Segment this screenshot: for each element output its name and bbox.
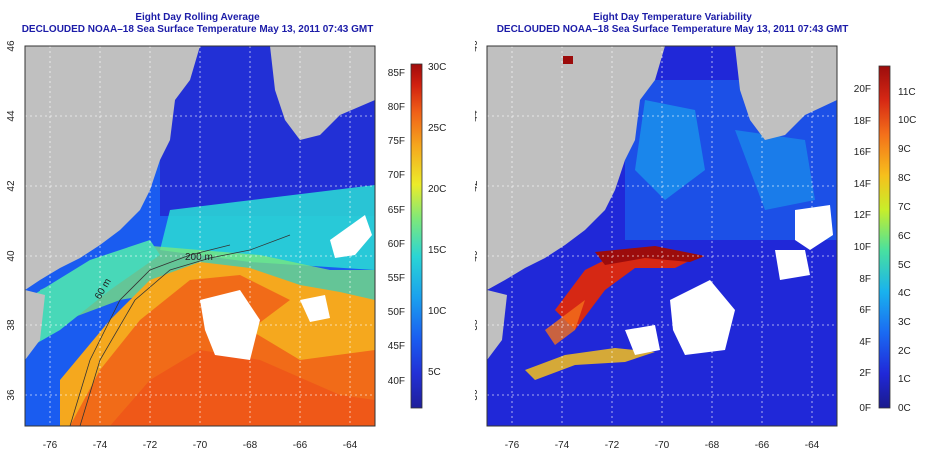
left-subtitle: DECLOUDED NOAA–18 Sea Surface Temperatur… bbox=[21, 24, 374, 35]
lon-tick: -72 bbox=[143, 440, 158, 451]
lat-tick: 44 bbox=[6, 110, 17, 122]
cbar-c: 25C bbox=[428, 123, 446, 134]
cbar-c: 10C bbox=[428, 306, 446, 317]
colorbar-fahrenheit-labels: 85F 80F 75F 70F 65F 60F 55F 50F 45F 40F bbox=[388, 68, 405, 387]
lon-tick: -76 bbox=[43, 440, 58, 451]
lat-tick: 42 bbox=[475, 180, 480, 192]
cbar-f: 14F bbox=[854, 179, 871, 190]
cbar-f: 80F bbox=[388, 102, 405, 113]
cbar-f: 50F bbox=[388, 307, 405, 318]
lon-tick: -70 bbox=[655, 440, 670, 451]
cbar-f: 18F bbox=[854, 116, 871, 127]
cbar-c: 30C bbox=[428, 62, 446, 73]
lon-tick: -68 bbox=[243, 440, 258, 451]
cbar-f: 55F bbox=[388, 273, 405, 284]
lon-tick: -64 bbox=[805, 440, 820, 451]
colorbar-celsius-labels: 11C 10C 9C 8C 7C 6C 5C 4C 3C 2C 1C 0C bbox=[898, 87, 916, 414]
sst-average-panel: Eight Day Rolling Average DECLOUDED NOAA… bbox=[6, 12, 446, 451]
lon-tick: -66 bbox=[293, 440, 308, 451]
colorbar bbox=[410, 63, 423, 409]
cbar-c: 7C bbox=[898, 202, 911, 213]
cbar-c: 5C bbox=[428, 367, 441, 378]
land-mass bbox=[487, 46, 665, 290]
cbar-c: 2C bbox=[898, 346, 911, 357]
grid-lines bbox=[25, 46, 375, 426]
contour-60m bbox=[69, 244, 231, 426]
variability-field bbox=[487, 46, 837, 426]
cbar-f: 16F bbox=[854, 147, 871, 158]
cbar-c: 10C bbox=[898, 115, 916, 126]
lat-tick: 46 bbox=[475, 40, 480, 52]
lon-tick: -74 bbox=[93, 440, 108, 451]
lat-tick: 40 bbox=[475, 250, 480, 262]
lat-tick: 38 bbox=[6, 319, 17, 331]
cbar-c: 20C bbox=[428, 184, 446, 195]
lat-tick: 46 bbox=[6, 40, 17, 52]
lat-tick: 38 bbox=[475, 319, 480, 331]
cbar-c: 0C bbox=[898, 403, 911, 414]
cbar-f: 6F bbox=[859, 305, 871, 316]
colorbar-celsius-labels: 30C 25C 20C 15C 10C 5C bbox=[428, 62, 446, 378]
cbar-c: 15C bbox=[428, 245, 446, 256]
cbar-c: 3C bbox=[898, 317, 911, 328]
cbar-f: 85F bbox=[388, 68, 405, 79]
cbar-c: 6C bbox=[898, 231, 911, 242]
lon-tick: -76 bbox=[505, 440, 520, 451]
lat-tick: 36 bbox=[6, 389, 17, 401]
left-title: Eight Day Rolling Average bbox=[135, 12, 260, 23]
lon-tick: -64 bbox=[343, 440, 358, 451]
cbar-c: 8C bbox=[898, 173, 911, 184]
grid-lines bbox=[487, 46, 837, 426]
sst-average-map: 60 m 200 m 46 44 42 40 38 36 -76 -74 -72… bbox=[6, 40, 446, 451]
lon-tick: -66 bbox=[755, 440, 770, 451]
lat-axis: 46 44 42 40 38 36 bbox=[6, 40, 17, 401]
sst-variability-panel: Eight Day Temperature Variability DECLOU… bbox=[475, 0, 950, 475]
cbar-f: 0F bbox=[859, 403, 871, 414]
lat-tick: 44 bbox=[475, 110, 480, 122]
cbar-f: 12F bbox=[854, 210, 871, 221]
cbar-c: 11C bbox=[898, 87, 916, 98]
land-mass-ne bbox=[270, 46, 375, 140]
cbar-c: 1C bbox=[898, 374, 911, 385]
cbar-f: 10F bbox=[854, 242, 871, 253]
sst-field: 60 m 200 m bbox=[25, 46, 375, 426]
cbar-f: 4F bbox=[859, 337, 871, 348]
cbar-f: 40F bbox=[388, 376, 405, 387]
cbar-f: 60F bbox=[388, 239, 405, 250]
lon-tick: -74 bbox=[555, 440, 570, 451]
cbar-f: 8F bbox=[859, 274, 871, 285]
lat-tick: 42 bbox=[6, 180, 17, 192]
contour-200m bbox=[79, 234, 291, 426]
cbar-f: 70F bbox=[388, 170, 405, 181]
map-frame bbox=[486, 45, 838, 427]
lon-axis: -76 -74 -72 -70 -68 -66 -64 bbox=[505, 440, 820, 451]
cbar-f: 65F bbox=[388, 205, 405, 216]
cbar-c: 9C bbox=[898, 144, 911, 155]
cbar-f: 75F bbox=[388, 136, 405, 147]
colorbar-fahrenheit-labels: 20F 18F 16F 14F 12F 10F 8F 6F 4F 2F 0F bbox=[854, 84, 871, 414]
cbar-f: 45F bbox=[388, 341, 405, 352]
cbar-c: 5C bbox=[898, 260, 911, 271]
cbar-c: 4C bbox=[898, 288, 911, 299]
lat-tick: 40 bbox=[6, 250, 17, 262]
contour-label-200m: 200 m bbox=[185, 252, 213, 263]
lon-tick: -70 bbox=[193, 440, 208, 451]
cbar-f: 2F bbox=[859, 368, 871, 379]
lat-axis: 46 44 42 40 38 36 bbox=[475, 40, 480, 401]
land-mass bbox=[25, 46, 200, 290]
map-frame bbox=[24, 45, 376, 427]
right-subtitle: DECLOUDED NOAA–18 Sea Surface Temperatur… bbox=[496, 24, 849, 35]
lon-tick: -68 bbox=[705, 440, 720, 451]
cbar-f: 20F bbox=[854, 84, 871, 95]
land-mass-ne bbox=[735, 46, 837, 140]
colorbar bbox=[878, 65, 891, 409]
sst-variability-map: 46 44 42 40 38 36 -76 -74 -72 -70 -68 -6… bbox=[475, 40, 916, 451]
lon-tick: -72 bbox=[605, 440, 620, 451]
lat-tick: 36 bbox=[475, 389, 480, 401]
right-title: Eight Day Temperature Variability bbox=[593, 12, 752, 23]
lon-axis: -76 -74 -72 -70 -68 -66 -64 bbox=[43, 440, 358, 451]
